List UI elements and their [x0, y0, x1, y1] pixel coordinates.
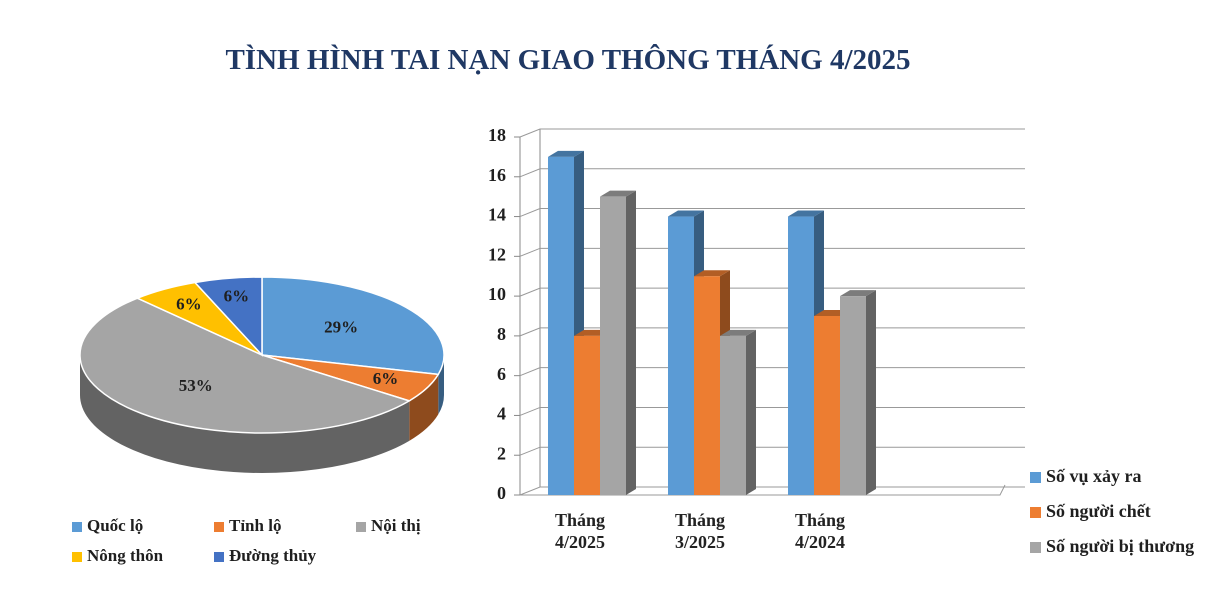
chart-title: TÌNH HÌNH TAI NẠN GIAO THÔNG THÁNG 4/202…	[225, 44, 911, 76]
bar-top	[668, 210, 704, 217]
bar	[668, 216, 694, 496]
grid-line	[519, 247, 1025, 257]
y-tick-label: 8	[497, 324, 506, 344]
bar-top	[694, 270, 730, 277]
legend-swatch	[214, 552, 224, 562]
legend-label: Đường thủy	[229, 546, 317, 565]
y-tick-label: 0	[497, 483, 506, 503]
pie-slice	[79, 297, 412, 434]
legend-swatch	[72, 522, 82, 532]
bar-top	[548, 150, 584, 157]
y-tick-label: 4	[497, 404, 506, 424]
bar	[548, 156, 574, 495]
x-tick-label: Tháng 3/2025	[674, 510, 726, 552]
bar-top	[788, 210, 824, 217]
y-tick-label: 16	[488, 165, 506, 185]
bar	[788, 216, 814, 496]
legend-label: Số người bị thương	[1046, 536, 1194, 556]
bar	[574, 335, 600, 495]
grid-line	[519, 128, 1025, 138]
y-tick-label: 18	[488, 125, 506, 145]
data-label: 29%	[324, 318, 358, 337]
bar-side	[746, 329, 756, 495]
bar-top	[720, 329, 756, 336]
data-label: 6%	[224, 286, 250, 305]
grid-line	[519, 208, 1025, 218]
y-tick-label: 2	[497, 443, 506, 463]
legend-label: Nội thị	[371, 516, 421, 535]
pie-side	[80, 355, 410, 473]
y-tick-label: 6	[497, 364, 506, 384]
bar	[840, 296, 866, 495]
legend-label: Số vụ xảy ra	[1046, 466, 1142, 486]
legend-swatch	[214, 522, 224, 532]
data-label: 53%	[179, 376, 213, 395]
legend-swatch	[356, 522, 366, 532]
legend-swatch	[1030, 472, 1041, 483]
legend-label: Quốc lộ	[87, 516, 143, 535]
pie-slice	[193, 276, 263, 357]
bar	[694, 276, 720, 495]
legend-swatch	[1030, 507, 1041, 518]
pie-slice	[261, 276, 445, 376]
legend-swatch	[72, 552, 82, 562]
pie-side	[438, 355, 444, 415]
legend-label: Nông thôn	[87, 546, 164, 565]
data-label: 6%	[176, 295, 202, 314]
y-tick-label: 14	[488, 205, 506, 225]
y-tick-label: 10	[488, 284, 506, 304]
grid-line	[519, 287, 1025, 297]
legend-label: Số người chết	[1046, 501, 1151, 521]
y-tick-label: 12	[488, 244, 506, 264]
bar	[600, 196, 626, 495]
legend-swatch	[1030, 542, 1041, 553]
pie-side	[409, 374, 439, 441]
data-label: 6%	[373, 369, 399, 388]
grid-line	[519, 168, 1025, 178]
bar	[720, 335, 746, 495]
bar-top	[600, 190, 636, 197]
legend-label: Tỉnh lộ	[229, 516, 281, 535]
x-tick-label: Tháng 4/2025	[554, 510, 606, 552]
bar-top	[840, 290, 876, 297]
bar	[814, 316, 840, 495]
x-tick-label: Tháng 4/2024	[794, 510, 846, 552]
bar-side	[626, 190, 636, 495]
bar-side	[866, 290, 876, 495]
